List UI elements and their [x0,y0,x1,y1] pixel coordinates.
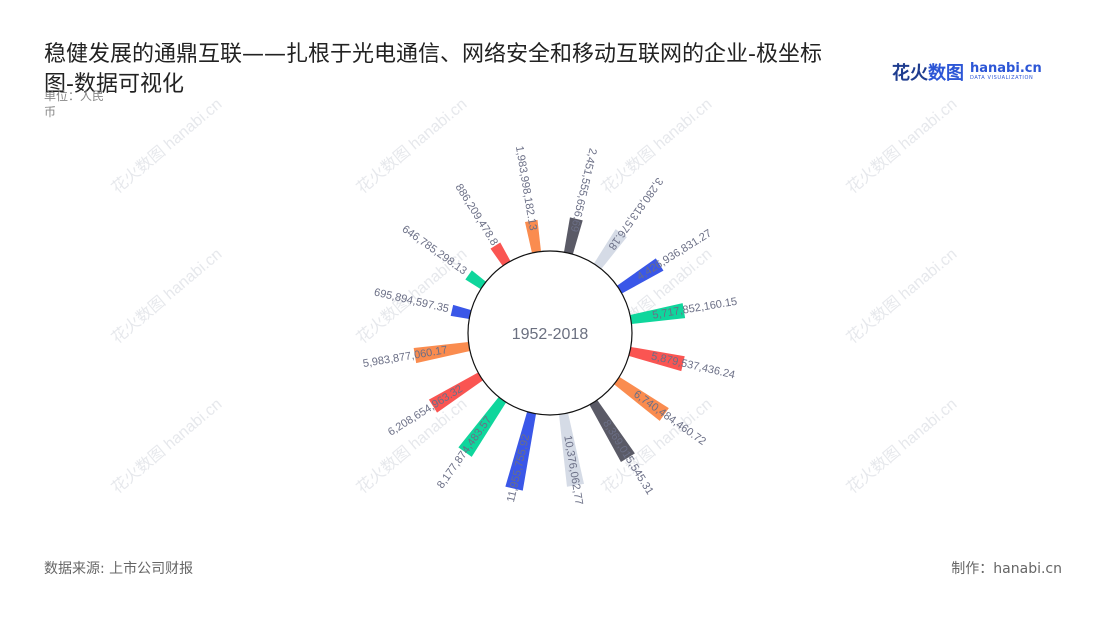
bar-value-label-5: 8,369,015,545.31 [600,418,656,497]
bar-value-label-2: 5,717,852,160.15 [652,296,738,322]
bar-10 [413,341,471,364]
bar-16 [593,229,627,270]
logo-en-small: DATA VISUALIZATION [970,75,1034,81]
logo-cn-part2: 数图 [928,63,964,84]
bar-11 [450,304,472,320]
bar-2 [629,303,686,325]
bar-value-label-9: 6,208,654,963.32 [386,383,465,439]
bar-value-label-7: 11,955,755,92 [505,433,532,503]
bars-group [413,217,686,491]
bar-value-label-12: 646,785,298.13 [400,223,469,277]
chart-title: 稳健发展的通鼎互联——扎根于光电通信、网络安全和移动互联网的企业-极坐标图-数据… [44,42,822,97]
logo-cn-part1: 花火 [892,63,928,84]
center-label: 1952-2018 [512,326,589,343]
bar-3 [628,346,685,372]
bar-value-label-11: 695,894,597.35 [373,286,450,315]
bar-5 [589,400,635,463]
bar-value-label-3: 5,879,537,436.24 [650,350,736,381]
bar-value-label-15: 2,451,555,656.69 [568,147,599,233]
bar-7 [505,411,537,491]
hanabi-logo: 花火数图 hanabi.cn DATA VISUALIZATION [892,60,1042,84]
bar-13 [490,242,511,266]
bar-value-label-16: 3,280,813,576.18 [606,175,666,252]
bar-value-label-14: 1,983,998,182.13 [513,145,539,231]
bar-value-label-13: 886,209,478.8 [453,182,500,248]
bar-value-label-1: 4,426,936,831.27 [635,227,714,283]
bar-value-label-6: 10,376,062,77 [561,435,584,506]
bar-6 [558,412,585,487]
logo-en-big: hanabi.cn [970,61,1042,76]
bar-value-label-10: 5,983,877,060.17 [362,344,448,370]
logo-cn-text: 花火数图 [892,59,964,85]
unit-label: 单位：人民币 [44,89,105,119]
maker-credit: 制作：hanabi.cn [951,561,1062,577]
bar-value-label-8: 8,177,874,483.57 [435,414,495,491]
data-source: 数据来源: 上市公司财报 [44,561,194,577]
center-circle [467,250,633,416]
bar-value-label-4: 6,740,484,460.72 [631,388,708,448]
bar-12 [465,270,487,290]
bar-15 [563,217,583,255]
bar-14 [524,219,542,254]
bar-9 [428,372,483,413]
bar-8 [458,396,507,457]
bar-4 [613,376,669,421]
logo-en-text: hanabi.cn DATA VISUALIZATION [970,62,1042,82]
bar-1 [617,258,664,294]
